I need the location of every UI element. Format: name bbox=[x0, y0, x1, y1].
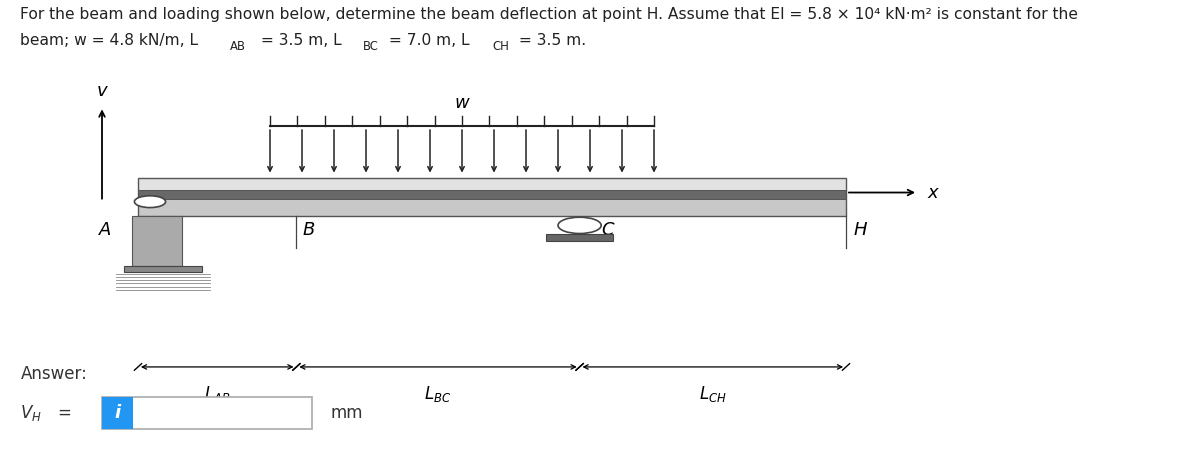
Bar bbox=[546, 234, 613, 241]
Bar bbox=[138, 199, 846, 217]
Bar bbox=[132, 217, 182, 266]
Text: CH: CH bbox=[492, 40, 509, 53]
Bar bbox=[138, 190, 846, 199]
Bar bbox=[138, 178, 846, 217]
Circle shape bbox=[134, 196, 166, 207]
Text: $L_{BC}$: $L_{BC}$ bbox=[425, 384, 451, 404]
Text: $V_H$: $V_H$ bbox=[20, 403, 42, 423]
Text: C: C bbox=[601, 221, 614, 239]
Text: i: i bbox=[114, 404, 121, 422]
Text: A: A bbox=[100, 221, 112, 239]
Text: x: x bbox=[928, 183, 938, 202]
Text: mm: mm bbox=[330, 404, 362, 422]
Text: For the beam and loading shown below, determine the beam deflection at point H. : For the beam and loading shown below, de… bbox=[20, 7, 1079, 22]
Text: = 3.5 m.: = 3.5 m. bbox=[514, 33, 586, 48]
Text: = 7.0 m, L: = 7.0 m, L bbox=[384, 33, 469, 48]
Text: B: B bbox=[302, 221, 314, 239]
Bar bbox=[124, 266, 202, 272]
Text: beam; w = 4.8 kN/m, L: beam; w = 4.8 kN/m, L bbox=[20, 33, 198, 48]
Bar bbox=[102, 397, 133, 429]
Text: w: w bbox=[455, 94, 469, 112]
Text: = 3.5 m, L: = 3.5 m, L bbox=[256, 33, 341, 48]
Circle shape bbox=[558, 217, 601, 234]
FancyBboxPatch shape bbox=[102, 397, 312, 429]
Text: BC: BC bbox=[362, 40, 378, 53]
Bar bbox=[138, 178, 846, 190]
Text: AB: AB bbox=[230, 40, 246, 53]
Text: Answer:: Answer: bbox=[20, 365, 88, 383]
Text: =: = bbox=[58, 404, 72, 422]
Text: $L_{AB}$: $L_{AB}$ bbox=[204, 384, 230, 404]
Text: v: v bbox=[97, 82, 107, 100]
Text: H: H bbox=[853, 221, 866, 239]
Text: $L_{CH}$: $L_{CH}$ bbox=[698, 384, 727, 404]
